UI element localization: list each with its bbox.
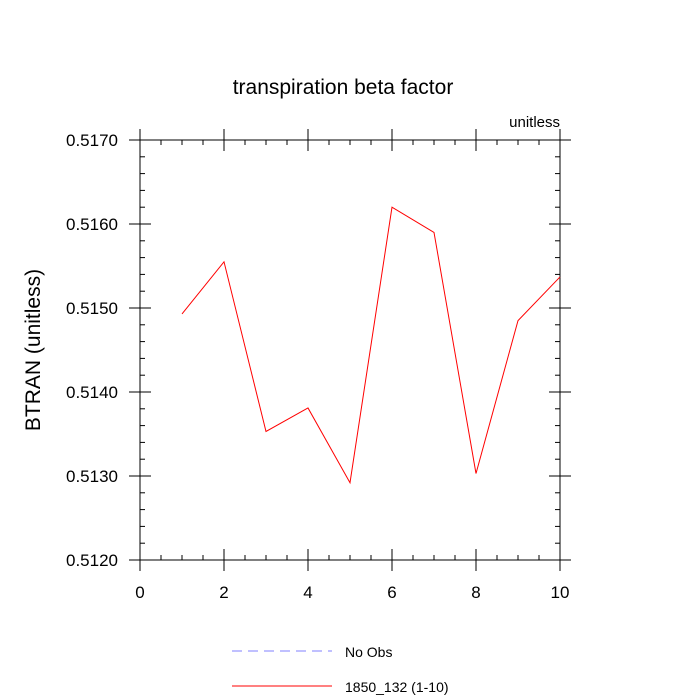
y-tick-label: 0.5140 xyxy=(66,383,118,402)
y-tick-label: 0.5160 xyxy=(66,215,118,234)
x-axis-tick-labels: 0 2 4 6 8 10 xyxy=(135,583,569,602)
plot-frame xyxy=(139,139,561,561)
chart-title: transpiration beta factor xyxy=(233,76,454,99)
y-tick-label: 0.5120 xyxy=(66,551,118,570)
y-axis-ticks xyxy=(129,139,571,561)
y-tick-label: 0.5130 xyxy=(66,467,118,486)
y-axis-label: BTRAN (unitless) xyxy=(22,269,45,431)
series-lines xyxy=(181,206,561,485)
legend-label-1850-132: 1850_132 (1-10) xyxy=(345,679,449,695)
legend: No Obs 1850_132 (1-10) xyxy=(232,644,449,695)
legend-label-no-obs: No Obs xyxy=(345,644,392,660)
y-tick-label: 0.5150 xyxy=(66,299,118,318)
x-axis-ticks xyxy=(139,129,561,571)
x-tick-label: 0 xyxy=(135,583,144,602)
units-label: unitless xyxy=(509,114,560,131)
y-axis-tick-labels: 0.5120 0.5130 0.5140 0.5150 0.5160 0.5170 xyxy=(66,131,118,570)
series-line-1 xyxy=(181,206,561,485)
x-tick-label: 6 xyxy=(387,583,396,602)
y-tick-label: 0.5170 xyxy=(66,131,118,150)
x-tick-label: 10 xyxy=(551,583,570,602)
x-tick-label: 2 xyxy=(219,583,228,602)
x-tick-label: 4 xyxy=(303,583,312,602)
x-tick-label: 8 xyxy=(471,583,480,602)
